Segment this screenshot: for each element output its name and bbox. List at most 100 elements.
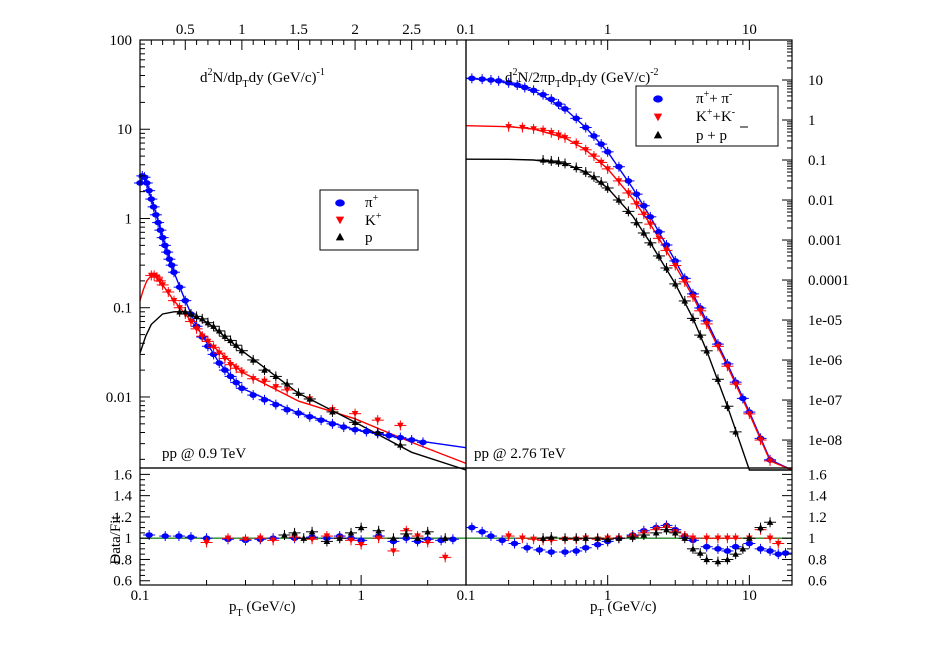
tr-series-1-marker bbox=[714, 343, 722, 350]
tl-series-1-marker bbox=[238, 369, 246, 376]
tl-series-0-point bbox=[258, 394, 271, 405]
tl-series-0-marker bbox=[238, 385, 246, 392]
xlabel-right: pT (GeV/c) bbox=[590, 599, 657, 619]
tl-series-2-marker bbox=[210, 322, 217, 329]
tl-series-2-marker bbox=[181, 308, 189, 315]
tr-series-2-marker bbox=[582, 168, 590, 175]
tr-series-0-marker bbox=[590, 133, 598, 139]
tl-series-0-marker bbox=[226, 373, 235, 380]
tl-y-tick-label: 1 bbox=[125, 211, 133, 227]
tl-series-0-point bbox=[152, 217, 165, 228]
tr-series-1-marker bbox=[547, 130, 555, 137]
tl-series-0-point bbox=[360, 426, 373, 437]
tr-series-1-point bbox=[630, 198, 643, 209]
tr-series-2-marker bbox=[714, 375, 722, 382]
tr-series-1-point bbox=[669, 260, 682, 271]
tr-series-2-marker bbox=[703, 347, 711, 354]
br-series-2-point bbox=[669, 527, 682, 538]
tl-series-2-point bbox=[281, 378, 294, 389]
br-series-2-point bbox=[686, 543, 699, 554]
tl-series-2-point bbox=[184, 309, 197, 320]
br-series-2-marker bbox=[561, 534, 569, 541]
tr-series-2-marker bbox=[625, 208, 632, 215]
bl-y-tick-label: 1.2 bbox=[113, 510, 132, 526]
tr-series-1-point bbox=[694, 305, 707, 316]
tl-series-0-point bbox=[235, 383, 248, 394]
tr-series-0-marker bbox=[615, 163, 623, 170]
tr-series-0-point bbox=[552, 99, 565, 110]
tl-series-0-marker bbox=[260, 396, 269, 403]
legend-left-marker-pion bbox=[335, 199, 345, 207]
tr-series-0-marker bbox=[478, 76, 486, 82]
tr-series-1-marker bbox=[746, 411, 753, 418]
tr-series-1-marker bbox=[505, 124, 512, 131]
bl-series-2-marker bbox=[424, 528, 432, 535]
tr-series-2-point bbox=[711, 374, 724, 385]
legend-right-pion-marker bbox=[653, 95, 663, 103]
tl-series-2-point bbox=[258, 365, 271, 376]
br-series-1-marker bbox=[732, 535, 739, 542]
bl-series-2-marker bbox=[323, 538, 331, 545]
tr-series-1-marker bbox=[681, 279, 689, 286]
tl-frame bbox=[139, 39, 467, 469]
bl-series-2-marker bbox=[291, 529, 298, 536]
br-series-0-marker bbox=[468, 524, 476, 531]
tl-series-2-marker bbox=[374, 429, 382, 436]
br-y-tick-label: 1.6 bbox=[808, 467, 827, 483]
tl-series-0-marker bbox=[305, 413, 314, 420]
br-series-2-point bbox=[754, 522, 767, 533]
tl-series-0-marker bbox=[221, 367, 229, 373]
tr-series-1-point bbox=[579, 144, 592, 155]
tl-series-1-marker bbox=[215, 350, 223, 357]
tl-series-2-point bbox=[303, 393, 316, 404]
tr-y-tick-label: 1e-08 bbox=[808, 433, 842, 449]
tl-series-0-marker bbox=[283, 406, 291, 413]
bl-series-1-point bbox=[355, 539, 368, 550]
br-series-2-marker bbox=[640, 531, 648, 538]
br-series-0-point bbox=[591, 539, 604, 550]
tl-series-1-point bbox=[230, 363, 243, 374]
br-series-0-marker bbox=[535, 547, 544, 553]
bl-series-1-marker bbox=[424, 539, 432, 546]
tl-series-0-point bbox=[158, 240, 171, 251]
tr-series-2-marker bbox=[671, 280, 679, 287]
bl-series-2-point bbox=[439, 533, 452, 544]
br-series-0-marker bbox=[731, 543, 740, 550]
tr-series-0-point bbox=[511, 80, 524, 91]
tl-series-0-marker bbox=[407, 437, 416, 443]
tr-series-1-point bbox=[678, 276, 691, 287]
tr-series-1-point bbox=[754, 435, 767, 446]
br-series-2-marker bbox=[714, 558, 722, 565]
br-series-2-point bbox=[637, 530, 650, 541]
tl-series-0-marker bbox=[152, 211, 160, 218]
br-series-0-marker bbox=[547, 549, 556, 555]
br-series-2-point bbox=[579, 533, 592, 544]
br-series-2-marker bbox=[582, 534, 590, 541]
br-series-2-marker bbox=[663, 526, 670, 533]
bl-y-tick-label: 1 bbox=[125, 531, 133, 547]
tl-y-tick-label: 0.01 bbox=[106, 390, 132, 406]
br-series-0-marker bbox=[781, 550, 790, 556]
bl-x-tick-label: 1 bbox=[357, 588, 365, 604]
tr-series-2-point bbox=[721, 401, 734, 412]
bl-series-2-point bbox=[320, 536, 333, 547]
energy-label-right: pp @ 2.76 TeV bbox=[474, 446, 566, 462]
legend-left-proton-marker bbox=[335, 232, 345, 241]
tl-series-1-marker bbox=[272, 384, 280, 391]
bl-series-2-point bbox=[297, 533, 310, 544]
tl-series-1-point bbox=[235, 367, 248, 378]
tr-y-tick-label: 1e-05 bbox=[808, 313, 842, 329]
bl-series-2-point bbox=[400, 528, 413, 539]
bl-series-0-marker bbox=[145, 532, 153, 538]
bl-series-1-point bbox=[421, 537, 434, 548]
br-series-0-point bbox=[484, 531, 497, 542]
br-series-0-marker bbox=[766, 548, 774, 554]
br-series-2-point bbox=[736, 543, 749, 554]
panel-tl-title: d2N/dpTdy (GeV/c)-1 bbox=[200, 67, 325, 90]
tr-series-2-point bbox=[595, 177, 608, 188]
tl-series-1-point bbox=[269, 381, 282, 392]
tl-series-2-point bbox=[218, 331, 231, 342]
panel-ratio-2.76TeV: 1.6 1.4 1.2 1 0.8 0.6 0.1 1 10 bbox=[457, 467, 828, 604]
tr-series-2-marker bbox=[696, 331, 704, 338]
